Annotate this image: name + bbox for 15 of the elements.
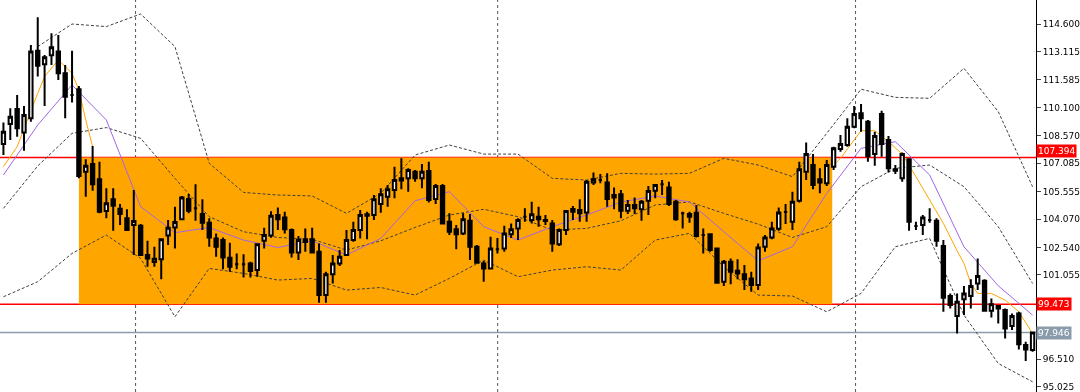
- y-tick-label: 110.100: [1042, 102, 1080, 113]
- y-tick-label: 95.025: [1042, 381, 1075, 392]
- y-tick-label: 114.600: [1042, 19, 1080, 30]
- y-tick-label: 105.555: [1042, 186, 1080, 197]
- y-tick-label: 113.115: [1042, 46, 1080, 57]
- y-tick-label: 96.510: [1042, 354, 1075, 365]
- ref-line-label: 107.394: [1038, 146, 1076, 156]
- y-tick-label: 111.585: [1042, 75, 1080, 86]
- y-tick-label: 108.570: [1042, 130, 1080, 141]
- ref-line-label: 99.473: [1038, 299, 1070, 309]
- y-tick-label: 101.055: [1042, 270, 1080, 281]
- y-tick-label: 107.085: [1042, 158, 1080, 169]
- y-tick-label: 104.070: [1042, 214, 1080, 225]
- y-tick-label: 102.540: [1042, 242, 1080, 253]
- ref-line-label: 97.946: [1038, 328, 1070, 338]
